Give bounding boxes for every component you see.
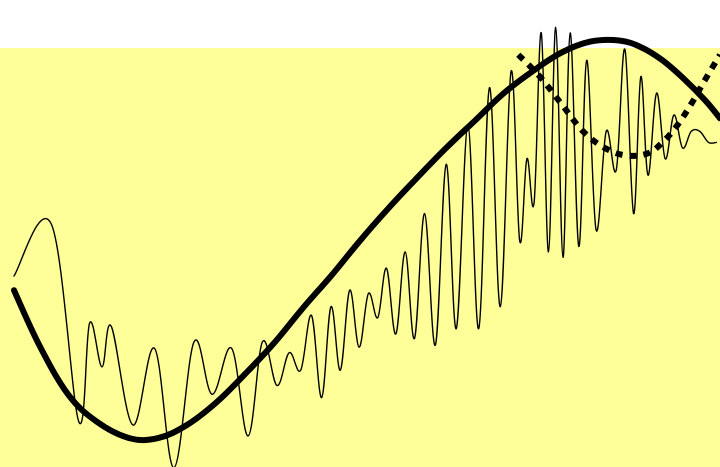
plot-area bbox=[0, 48, 720, 467]
series-smooth-wave-line bbox=[11, 36, 720, 444]
series-dotted-wave-line bbox=[516, 52, 720, 159]
series-layer bbox=[11, 26, 720, 467]
